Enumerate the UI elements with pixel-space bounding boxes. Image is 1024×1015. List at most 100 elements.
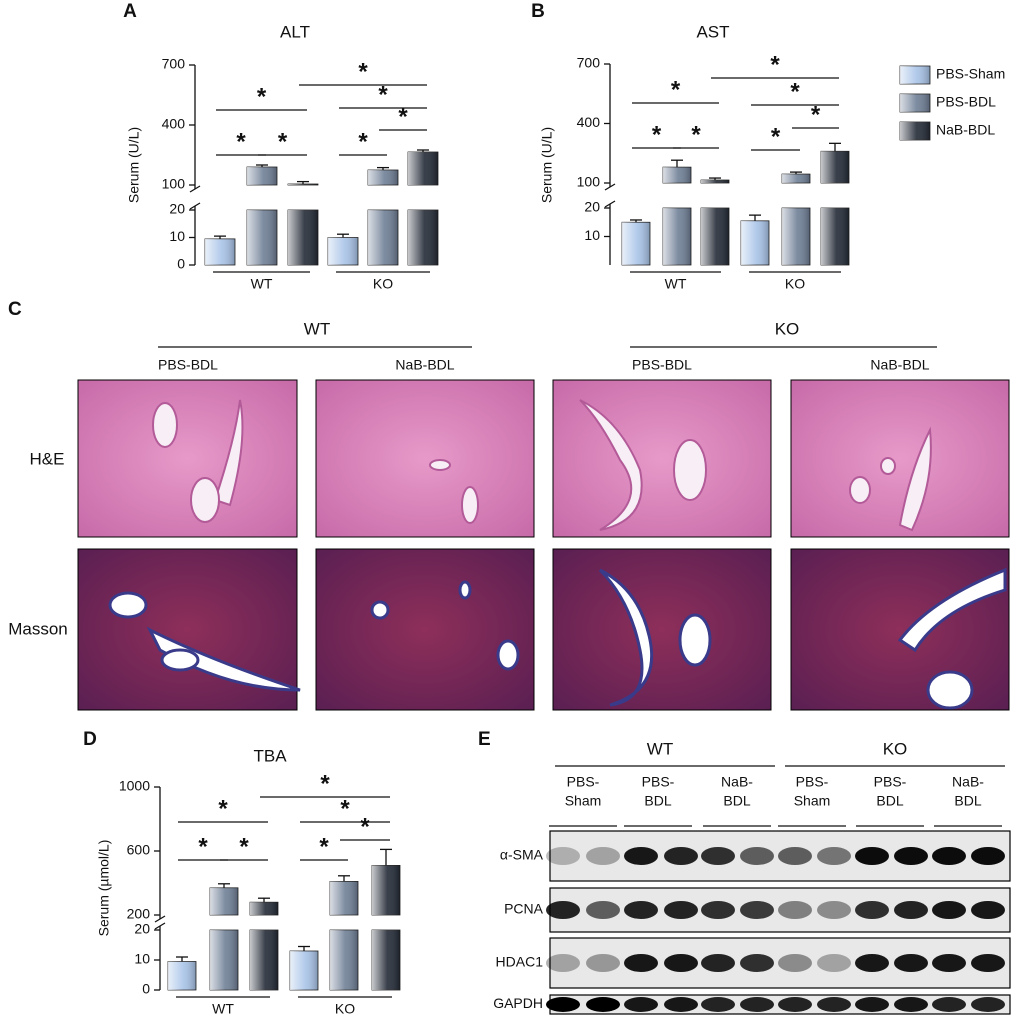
blot-band [701,997,735,1012]
bar-shine [250,902,278,915]
y-tick-label: 100 [162,176,186,192]
panel-label: D [83,729,97,750]
blot-band [624,997,658,1012]
blot-band [624,847,658,865]
bar-shine [701,208,729,265]
row-label: GAPDH [493,995,543,1011]
bar-shine [290,951,318,990]
y-tick-label: 400 [162,116,186,132]
legend-shine [900,66,930,84]
blot-band [740,847,774,865]
blot-band [586,997,620,1012]
bar-shine [782,208,810,265]
vessels-masson [108,567,1007,710]
y-tick-label: 700 [162,56,186,72]
row-label: HDAC1 [496,954,544,970]
bar-shine [821,151,849,183]
condition-label: PBS- [642,774,675,790]
western-blot: E WT PBS- Sham PBS- BDL NaB- BDL KO PBS- Sham PBS- B… [478,729,1011,1015]
legend-label: PBS-BDL [936,94,996,110]
condition-label: PBS-BDL [158,357,218,373]
significance-star: * [358,58,368,85]
blot-band [778,997,812,1012]
significance-star: * [398,103,408,130]
y-tick-label: 10 [169,228,185,244]
bar-shine [408,152,438,185]
blot-band [894,847,928,865]
significance-star: * [652,121,662,148]
blot-band [817,901,851,919]
condition-label: NaB- [721,774,753,790]
bar-shine [372,865,400,915]
y-tick-label: 0 [142,981,150,997]
significance-star: * [239,833,249,860]
bar-shine [288,210,318,265]
significance-star: * [340,795,350,822]
blot-band [546,997,580,1012]
x-tick-label: KO [335,1001,355,1015]
condition-label: NaB- [952,774,984,790]
blot-band [740,997,774,1012]
blot-band [664,954,698,972]
x-tick-label: WT [212,1001,234,1015]
masson-image [552,548,772,711]
blot-band [971,997,1005,1012]
bar-shine [247,167,277,185]
condition-label: PBS- [567,774,600,790]
x-tick-label: KO [785,276,805,292]
chart-title: AST [696,22,729,41]
stain-label: Masson [8,619,68,638]
significance-star: * [218,795,228,822]
blot-band [701,847,735,865]
bar-shine [288,184,318,185]
condition-label: PBS- [796,774,829,790]
blot-band [855,997,889,1012]
condition-label: Sham [565,793,602,809]
y-tick-label: 700 [577,55,601,71]
y-tick-label: 100 [577,174,601,190]
blot-band [855,847,889,865]
line [154,922,166,930]
blot-band [701,901,735,919]
blot-band [664,997,698,1012]
condition-label: PBS-BDL [632,357,692,373]
y-tick-label: 20 [169,201,185,217]
legend-label: NaB-BDL [936,122,995,138]
significance-star: * [358,128,368,155]
group-label: KO [775,319,800,338]
blot-band [664,847,698,865]
blot-band [546,901,580,919]
blot-band [778,954,812,972]
condition-label: BDL [954,793,981,809]
condition-label: BDL [876,793,903,809]
bar-shine [210,887,238,915]
significance-star: * [278,128,288,155]
stain-label: H&E [30,449,65,468]
blot-band [740,954,774,972]
blot-band [740,901,774,919]
y-axis-label: Serum (U/L) [126,127,142,203]
legend-shine [900,122,930,140]
masson-image [315,548,535,711]
blot-band [778,901,812,919]
bar-shine [663,208,691,265]
x-tick-label: WT [665,276,687,292]
significance-star: * [378,81,388,108]
significance-star: * [319,833,329,860]
condition-label: NaB-BDL [870,357,929,373]
blot-band [932,997,966,1012]
line [154,915,166,923]
blot-band [586,954,620,972]
line [604,183,616,191]
blot-band [971,847,1005,865]
blot-band [778,847,812,865]
blot-band [546,954,580,972]
y-axis-label: Serum (U/L) [539,127,555,203]
bar-shine [368,170,398,185]
blot-band [894,997,928,1012]
blot-band [546,847,580,865]
blot-band [932,954,966,972]
bar-shine [663,167,691,183]
bar-shine [368,210,398,265]
